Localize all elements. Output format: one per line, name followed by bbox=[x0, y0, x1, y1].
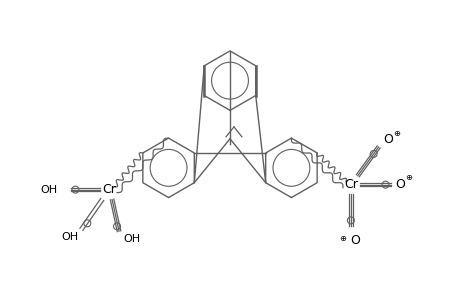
Text: ⊕: ⊕ bbox=[339, 234, 346, 243]
Text: OH: OH bbox=[123, 234, 140, 244]
Text: ⊕: ⊕ bbox=[404, 173, 411, 182]
Text: Cr: Cr bbox=[102, 183, 116, 196]
Text: ⊕: ⊕ bbox=[392, 129, 399, 138]
Text: O: O bbox=[349, 234, 359, 247]
Text: Cr: Cr bbox=[343, 178, 357, 191]
Text: O: O bbox=[395, 178, 404, 191]
Text: O: O bbox=[383, 133, 392, 146]
Text: OH: OH bbox=[61, 232, 78, 242]
Text: OH: OH bbox=[40, 184, 57, 195]
